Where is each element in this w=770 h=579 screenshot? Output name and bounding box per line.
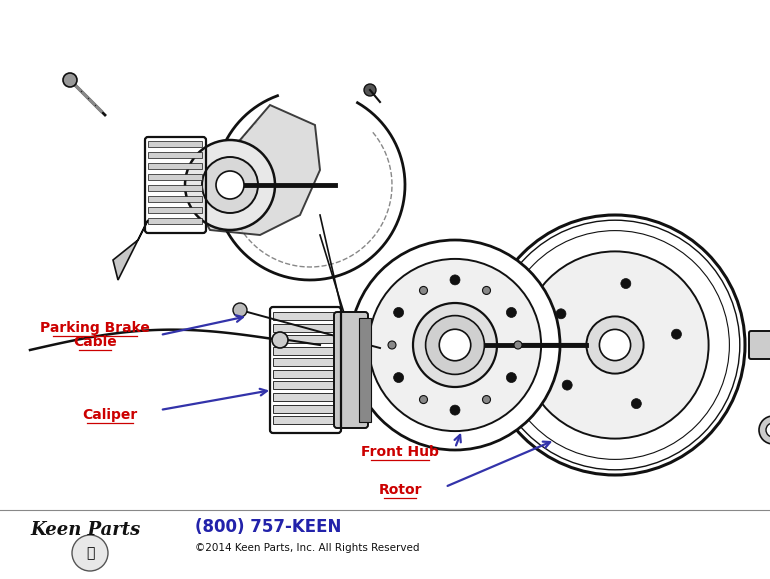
Polygon shape <box>148 174 202 180</box>
Circle shape <box>485 215 745 475</box>
Circle shape <box>364 84 376 96</box>
Circle shape <box>413 303 497 387</box>
Circle shape <box>439 329 470 361</box>
Circle shape <box>514 341 522 349</box>
Text: Cable: Cable <box>73 335 117 349</box>
Polygon shape <box>273 382 337 390</box>
Circle shape <box>369 259 541 431</box>
Circle shape <box>507 307 517 317</box>
Circle shape <box>483 287 490 295</box>
Polygon shape <box>148 207 202 212</box>
Polygon shape <box>190 105 320 235</box>
Circle shape <box>521 251 708 439</box>
Circle shape <box>216 171 244 199</box>
Polygon shape <box>148 218 202 223</box>
Text: 🚗: 🚗 <box>85 546 94 560</box>
Circle shape <box>759 416 770 444</box>
Polygon shape <box>273 347 337 355</box>
Circle shape <box>621 278 631 288</box>
Circle shape <box>556 309 566 319</box>
Circle shape <box>393 307 403 317</box>
Circle shape <box>426 316 484 375</box>
Text: Keen Parts: Keen Parts <box>30 521 140 539</box>
Circle shape <box>587 316 644 373</box>
Circle shape <box>420 287 427 295</box>
FancyBboxPatch shape <box>749 331 770 359</box>
Circle shape <box>393 372 403 383</box>
Text: (800) 757-KEEN: (800) 757-KEEN <box>195 518 341 536</box>
Circle shape <box>631 398 641 409</box>
Text: Front Hub: Front Hub <box>361 445 439 459</box>
Polygon shape <box>148 196 202 201</box>
Bar <box>359 318 371 422</box>
Circle shape <box>388 341 396 349</box>
Text: Parking Brake: Parking Brake <box>40 321 150 335</box>
Circle shape <box>562 380 572 390</box>
Circle shape <box>233 303 247 317</box>
Circle shape <box>450 405 460 415</box>
Polygon shape <box>148 141 202 147</box>
Circle shape <box>350 240 560 450</box>
Polygon shape <box>113 220 148 280</box>
Polygon shape <box>273 312 337 320</box>
Circle shape <box>72 535 108 571</box>
Circle shape <box>483 395 490 404</box>
Circle shape <box>420 395 427 404</box>
Polygon shape <box>273 358 337 367</box>
Polygon shape <box>273 405 337 413</box>
FancyBboxPatch shape <box>334 312 368 428</box>
Circle shape <box>63 73 77 87</box>
Polygon shape <box>273 393 337 401</box>
Circle shape <box>185 140 275 230</box>
Text: Rotor: Rotor <box>378 483 422 497</box>
Text: Caliper: Caliper <box>82 408 138 422</box>
Circle shape <box>450 275 460 285</box>
Circle shape <box>599 329 631 361</box>
Circle shape <box>671 329 681 339</box>
Text: ©2014 Keen Parts, Inc. All Rights Reserved: ©2014 Keen Parts, Inc. All Rights Reserv… <box>195 543 420 553</box>
Circle shape <box>507 372 517 383</box>
Circle shape <box>202 157 258 213</box>
Polygon shape <box>273 370 337 378</box>
Polygon shape <box>273 324 337 332</box>
Circle shape <box>272 332 288 348</box>
Polygon shape <box>273 416 337 424</box>
Polygon shape <box>148 185 202 190</box>
Polygon shape <box>148 163 202 169</box>
Polygon shape <box>273 335 337 343</box>
Circle shape <box>766 423 770 437</box>
Polygon shape <box>148 152 202 158</box>
